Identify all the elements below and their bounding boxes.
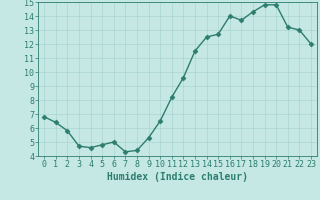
X-axis label: Humidex (Indice chaleur): Humidex (Indice chaleur) [107, 172, 248, 182]
